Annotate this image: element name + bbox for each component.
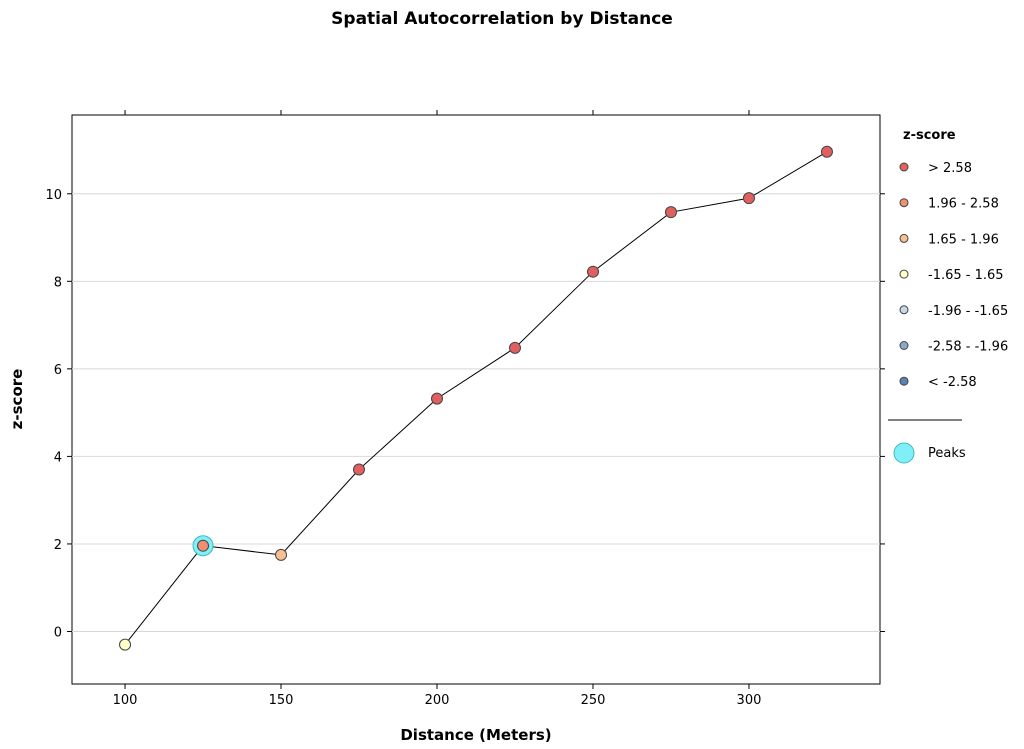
data-point: [742, 192, 755, 205]
plot-area: [71, 114, 881, 685]
legend-item-label: > 2.58: [928, 161, 972, 176]
y-tick-label: 4: [54, 450, 62, 465]
data-point: [275, 548, 288, 561]
y-tick-label: 2: [54, 538, 62, 553]
x-tick-label: 150: [269, 693, 294, 708]
x-tick-label: 200: [425, 693, 450, 708]
x-tick-label: 100: [113, 693, 138, 708]
legend-title: z-score: [903, 128, 956, 143]
y-axis-title: z-score: [8, 369, 26, 430]
legend-swatch: [899, 233, 909, 243]
legend-swatch: [899, 198, 909, 208]
data-point: [664, 206, 677, 219]
legend-swatch: [899, 341, 909, 350]
data-point: [820, 145, 833, 158]
x-tick-label: 300: [737, 693, 762, 708]
x-axis-ticks: 100 150 200 250 300: [113, 110, 762, 708]
data-point: [508, 341, 521, 354]
data-point: [353, 463, 366, 476]
legend-item-label: -1.65 - 1.65: [928, 268, 1004, 283]
y-tick-label: 0: [54, 625, 62, 640]
legend: z-score > 2.58 1.96 - 2.58 1.65 - 1.96 -1.6…: [888, 128, 1008, 464]
legend-item-label: -2.58 - -1.96: [928, 340, 1008, 355]
legend-item-label: 1.96 - 2.58: [928, 197, 999, 212]
legend-swatch: [899, 269, 909, 279]
legend-peaks-swatch: [893, 442, 915, 464]
legend-item-label: -1.96 - -1.65: [928, 304, 1008, 319]
legend-swatch: [899, 162, 909, 172]
data-point: [197, 539, 210, 552]
x-axis-title: Distance (Meters): [400, 726, 551, 744]
legend-item-label: 1.65 - 1.96: [928, 232, 999, 247]
legend-swatch: [899, 305, 909, 315]
data-points: [119, 145, 833, 651]
legend-swatch: [899, 376, 909, 386]
legend-peaks-label: Peaks: [928, 446, 966, 461]
x-tick-label: 250: [581, 693, 606, 708]
series-line-path: [124, 151, 828, 645]
y-axis-ticks: 0 2 4 6 8 10: [45, 188, 885, 640]
series-line: [124, 151, 828, 645]
y-tick-label: 8: [54, 275, 62, 290]
data-point: [586, 265, 599, 278]
legend-item-label: < -2.58: [928, 375, 977, 390]
data-point: [431, 392, 444, 405]
y-tick-label: 10: [45, 188, 62, 203]
data-point: [119, 638, 132, 651]
chart-title: Spatial Autocorrelation by Distance: [331, 9, 673, 29]
y-tick-label: 6: [54, 363, 62, 378]
